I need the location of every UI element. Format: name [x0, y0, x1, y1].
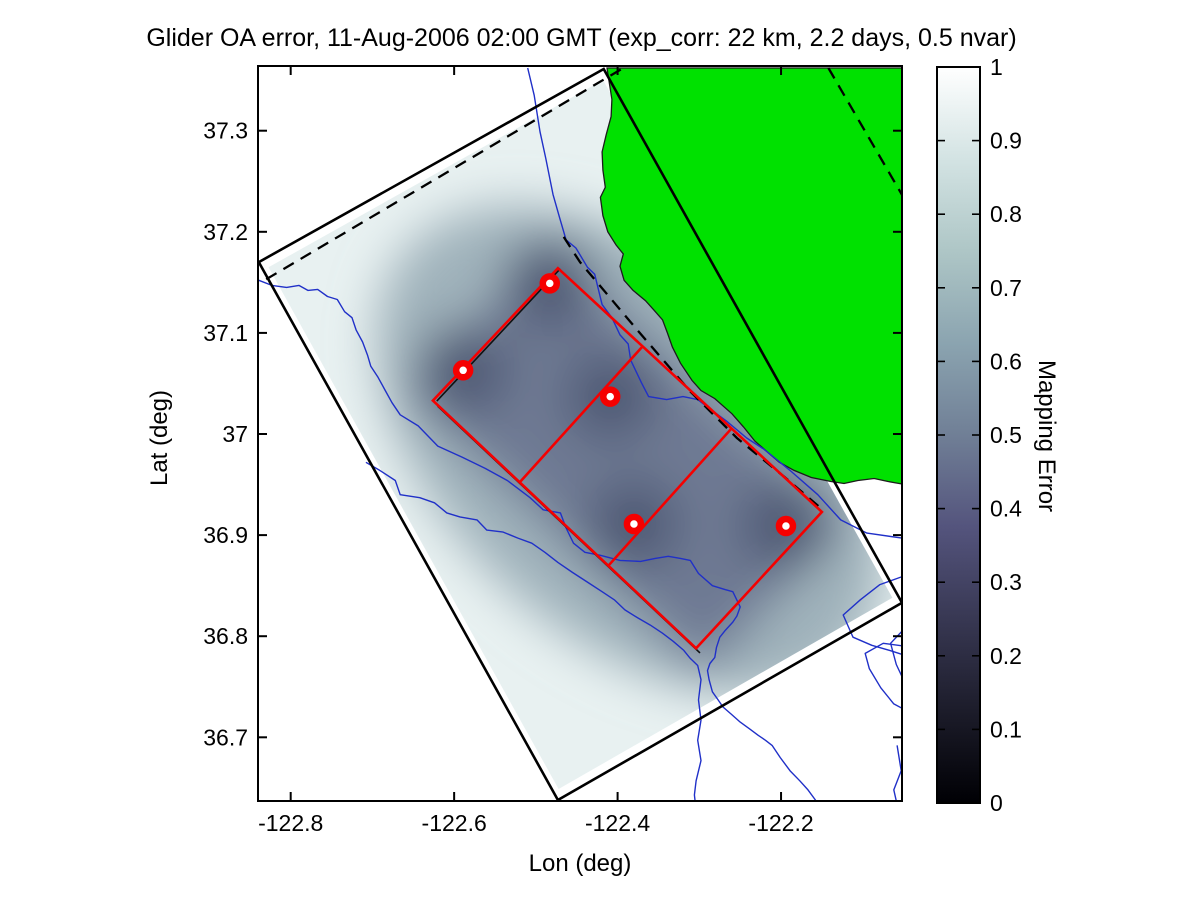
x-tick-label: -122.4	[585, 810, 650, 836]
y-tick-label: 36.8	[203, 623, 248, 649]
colorbar-tick-label: 0	[990, 790, 1003, 816]
x-tick-label: -122.2	[748, 810, 813, 836]
land-polygon	[599, 67, 902, 485]
colorbar-tick-label: 0.5	[990, 422, 1022, 448]
y-tick-label: 36.9	[203, 522, 248, 548]
bathymetry-contour	[889, 630, 902, 677]
y-tick-label: 36.7	[203, 724, 248, 750]
y-tick-label: 37	[222, 421, 248, 447]
domain-boundary	[258, 67, 902, 801]
bathymetry-contour	[864, 642, 902, 710]
bathymetry-contour	[258, 279, 817, 801]
glider-marker	[775, 515, 797, 537]
x-tick-label: -122.6	[422, 810, 487, 836]
dashed-boundary-northeast-corner	[827, 67, 902, 198]
inner-boundary-line	[436, 268, 561, 402]
survey-box-divider	[607, 427, 733, 567]
survey-box-outline	[431, 266, 824, 651]
colorbar-tick-label: 0.9	[990, 128, 1022, 154]
y-tick-label: 37.1	[203, 320, 248, 346]
x-axis-label: Lon (deg)	[528, 850, 632, 877]
colorbar-tick-label: 0.8	[990, 201, 1022, 227]
glider-marker	[452, 360, 474, 381]
glider-marker	[623, 513, 645, 535]
colorbar-tick-label: 0.3	[990, 569, 1022, 595]
survey-box-divider	[518, 345, 644, 484]
colorbar-label: Mapping Error	[1033, 359, 1060, 513]
dashed-boundary-northwest-edge	[265, 67, 624, 281]
colorbar-tick-label: 0.7	[990, 275, 1022, 301]
colorbar-tick-label: 0.6	[990, 348, 1022, 374]
y-tick-label: 37.3	[203, 118, 248, 144]
bathymetry-contour	[842, 575, 902, 656]
colorbar-tick-label: 1	[990, 54, 1003, 80]
x-tick-label: -122.8	[258, 810, 323, 836]
colorbar-tick-label: 0.1	[990, 716, 1022, 742]
bathymetry-contour	[893, 745, 902, 801]
y-axis-label: Lat (deg)	[146, 389, 173, 487]
bathymetry-contour	[365, 461, 702, 801]
glider-marker	[539, 273, 561, 294]
colorbar-tick-label: 0.4	[990, 496, 1022, 522]
error-band	[407, 243, 848, 674]
y-tick-label: 37.2	[203, 219, 248, 245]
chart-title: Glider OA error, 11-Aug-2006 02:00 GMT (…	[146, 24, 1017, 52]
error-field	[268, 80, 893, 789]
map-layers	[258, 67, 902, 801]
glider-marker	[599, 386, 621, 407]
colorbar-tick-label: 0.2	[990, 643, 1022, 669]
